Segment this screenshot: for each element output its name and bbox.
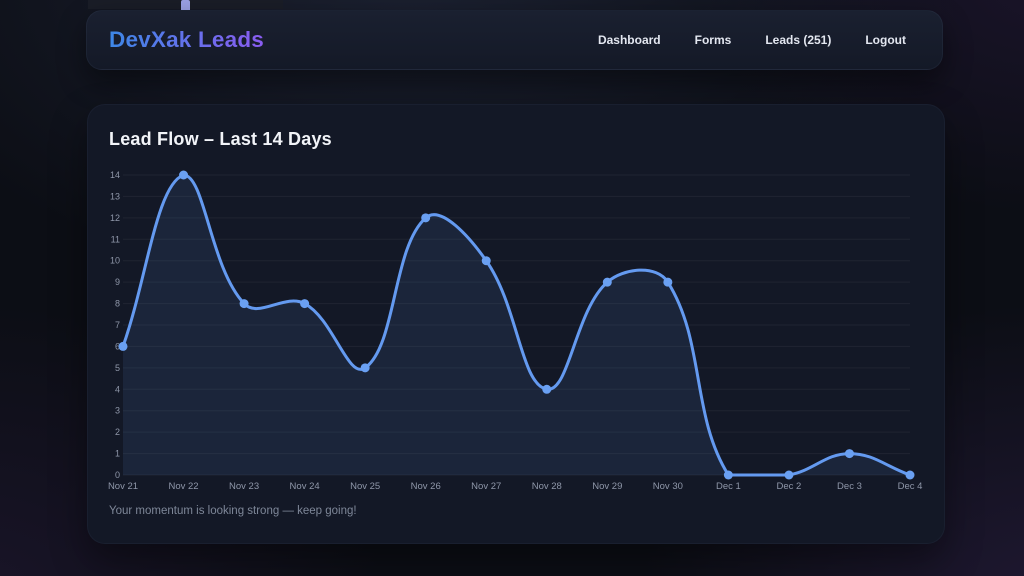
x-axis-tick-label: Nov 26 [411, 481, 441, 492]
y-axis-tick-label: 11 [111, 234, 120, 244]
x-axis-tick-label: Dec 4 [898, 481, 923, 492]
y-axis-tick-label: 3 [115, 406, 120, 416]
nav-item-leads-251[interactable]: Leads (251) [765, 33, 832, 47]
nav-item-forms[interactable]: Forms [694, 33, 732, 47]
y-axis-tick-label: 9 [115, 277, 120, 287]
data-point-nov-25[interactable] [360, 363, 370, 373]
data-point-nov-29[interactable] [602, 277, 612, 287]
x-axis-tick-label: Dec 1 [716, 481, 741, 492]
data-point-nov-27[interactable] [481, 256, 491, 266]
data-point-dec-2[interactable] [784, 470, 794, 480]
y-axis-tick-label: 8 [115, 299, 120, 309]
y-axis-tick-label: 12 [110, 213, 120, 223]
y-axis-tick-label: 0 [115, 470, 120, 480]
data-point-dec-3[interactable] [844, 449, 854, 459]
x-axis-tick-label: Dec 2 [777, 481, 802, 492]
y-axis-tick-label: 1 [115, 449, 120, 459]
y-axis-tick-label: 10 [110, 256, 120, 266]
data-point-nov-26[interactable] [421, 213, 431, 223]
data-point-nov-23[interactable] [239, 299, 249, 309]
lead-flow-card: Lead Flow – Last 14 Days 0 1 2 3 4 5 6 7 8 9 10 11 1… [87, 104, 945, 544]
nav-item-logout[interactable]: Logout [865, 33, 906, 47]
decoration-purple-tab-icon [181, 0, 190, 12]
main-nav: Dashboard Forms Leads (251) Logout [598, 33, 906, 47]
x-axis-tick-label: Nov 28 [532, 481, 562, 492]
series-line [121, 173, 912, 477]
top-navigation-bar: DevXak Leads Dashboard Forms Leads (251) Lo… [86, 10, 943, 70]
y-axis-tick-label: 13 [110, 191, 120, 201]
x-axis-tick-label: Nov 30 [653, 481, 683, 492]
y-axis-tick-label: 4 [115, 384, 120, 394]
series-area-fill [123, 175, 910, 475]
y-axis-tick-label: 7 [115, 320, 120, 330]
data-point-nov-28[interactable] [542, 384, 552, 394]
data-point-nov-24[interactable] [300, 299, 310, 309]
x-axis-tick-label: Nov 23 [229, 481, 259, 492]
x-axis-tick-label: Nov 22 [168, 481, 198, 492]
x-axis-tick-label: Nov 29 [592, 481, 622, 492]
chart-area: 0 1 2 3 4 5 6 7 8 9 10 11 12 13 14 Nov 21 Nov 22 Nov 23 No… [98, 159, 938, 499]
brand-logo[interactable]: DevXak Leads [109, 27, 264, 52]
data-point-nov-21[interactable] [118, 341, 128, 351]
y-axis-tick-label: 2 [115, 427, 120, 437]
chart-title: Lead Flow – Last 14 Days [109, 129, 332, 149]
y-axis-tick-label: 5 [115, 363, 120, 373]
x-axis-tick-label: Dec 3 [837, 481, 862, 492]
x-axis-tick-label: Nov 27 [471, 481, 501, 492]
data-point-nov-30[interactable] [663, 277, 673, 287]
x-axis-tick-label: Nov 21 [108, 481, 138, 492]
data-point-nov-22[interactable] [179, 170, 189, 180]
x-axis-tick-label: Nov 24 [290, 481, 320, 492]
data-point-dec-4[interactable] [905, 470, 915, 480]
nav-item-dashboard[interactable]: Dashboard [597, 33, 661, 47]
y-axis-tick-label: 14 [110, 170, 120, 180]
y-axis-tick-label: 6 [115, 341, 120, 351]
data-point-dec-1[interactable] [723, 470, 733, 480]
motivation-text: Your momentum is looking strong — keep g… [109, 505, 357, 517]
x-axis-tick-label: Nov 25 [350, 481, 380, 492]
